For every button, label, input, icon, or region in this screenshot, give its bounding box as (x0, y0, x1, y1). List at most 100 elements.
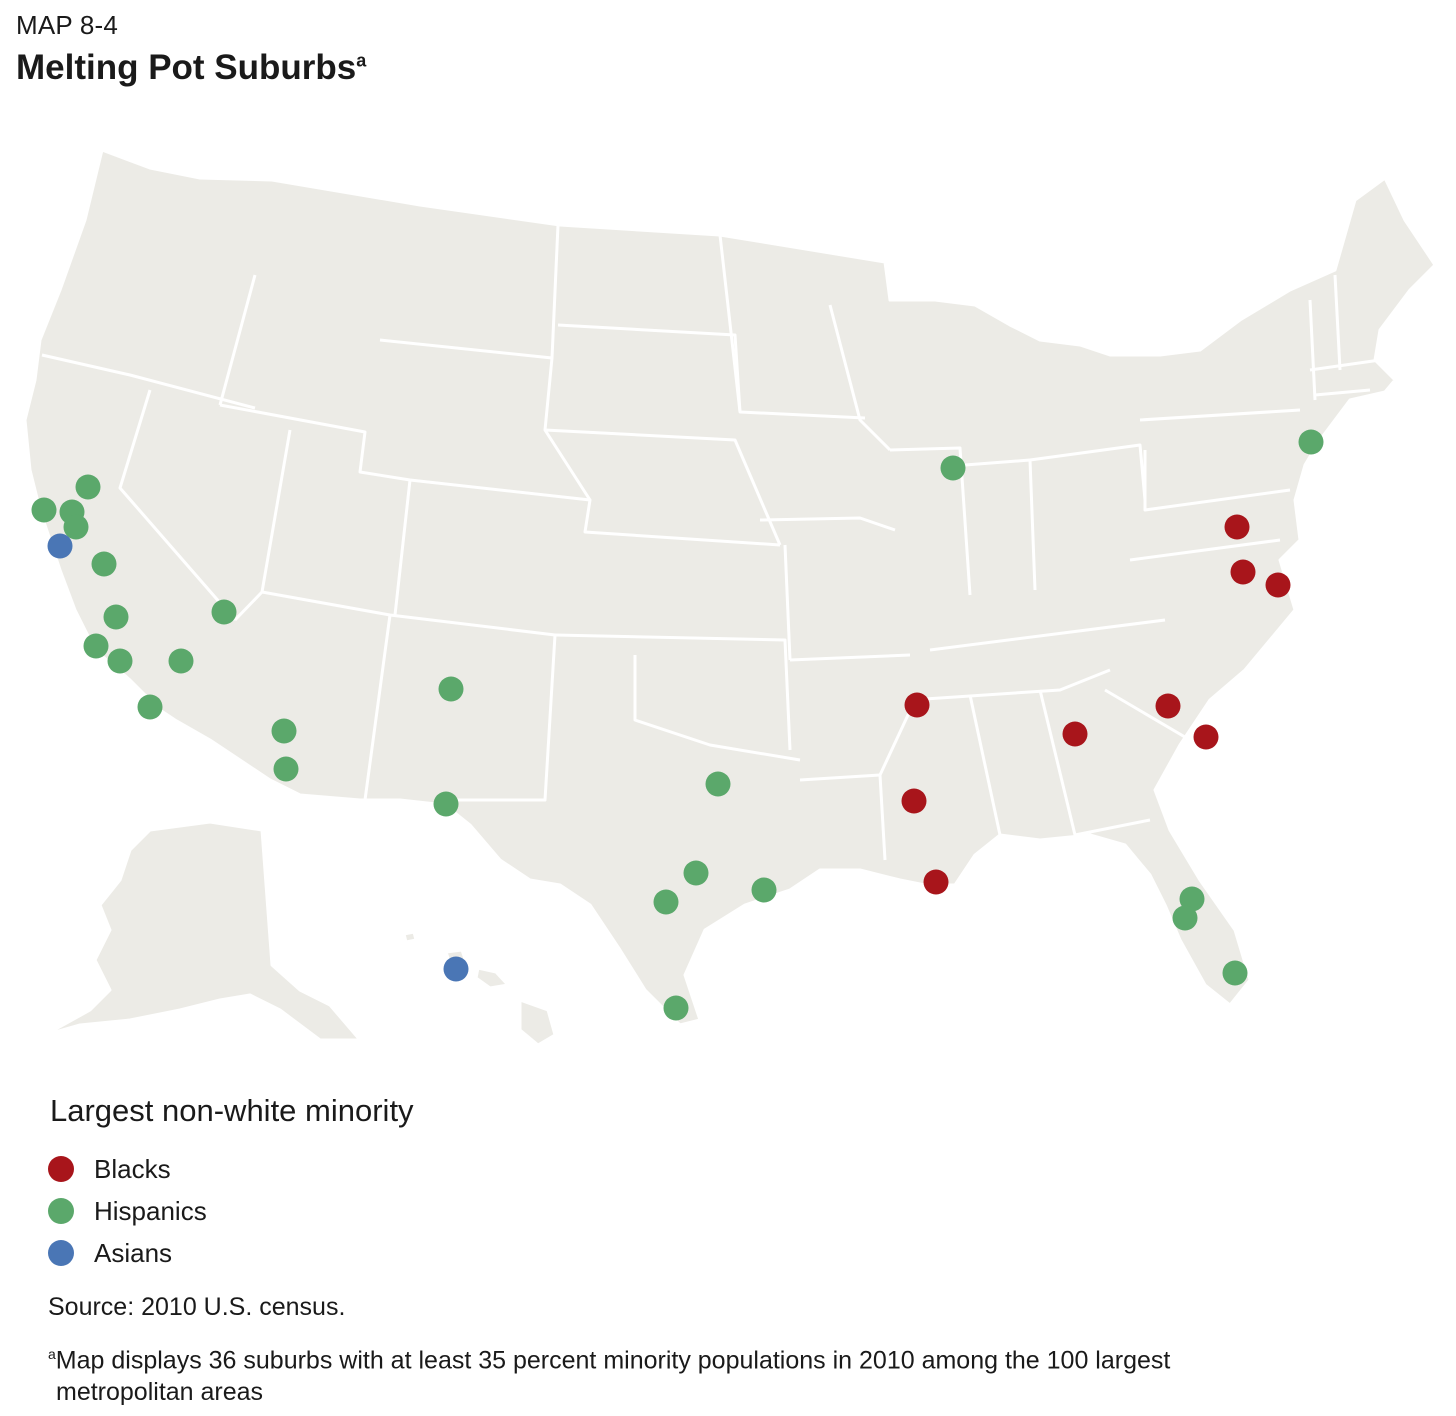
hawaii-big-island (518, 998, 557, 1047)
suburb-dot-blacks (904, 692, 930, 718)
hawaii-molokai-maui (474, 966, 510, 990)
border-line (1308, 299, 1317, 401)
border-line (759, 516, 896, 532)
legend-item-asians: Asians (48, 1232, 207, 1274)
suburb-dot-hispanics (271, 718, 297, 744)
footnote-line-2: metropolitan areas (56, 1378, 264, 1407)
border-line (219, 403, 411, 482)
suburb-dot-hispanics (1172, 905, 1198, 931)
border-line (409, 478, 781, 547)
border-line (41, 353, 256, 410)
border-line (379, 338, 592, 501)
border-line (550, 224, 560, 359)
border-line (363, 614, 392, 801)
suburb-dot-blacks (901, 788, 927, 814)
border-line (929, 618, 1166, 652)
footnote-mark: a (48, 1346, 56, 1362)
legend-swatch (48, 1240, 74, 1266)
legend-swatch (48, 1198, 74, 1224)
border-line (889, 446, 972, 596)
border-line (1038, 689, 1077, 836)
map-label: MAP 8-4 (16, 10, 119, 40)
legend-item-blacks: Blacks (48, 1148, 207, 1190)
land (23, 148, 1437, 1047)
suburb-dot-hispanics (683, 860, 709, 886)
suburb-dot-blacks (1224, 514, 1250, 540)
suburb-dot-blacks (1265, 572, 1291, 598)
map-title: Melting Pot Suburbsa (16, 48, 366, 88)
suburb-dot-hispanics (137, 694, 163, 720)
border-line (1129, 538, 1281, 562)
suburb-dot-hispanics (211, 599, 237, 625)
source-note: Source: 2010 U.S. census. (48, 1293, 346, 1321)
border-line (878, 699, 917, 861)
footnote-text-1: Map displays 36 suburbs with at least 35… (55, 1346, 1171, 1375)
legend: Blacks Hispanics Asians (48, 1148, 207, 1274)
suburb-dot-hispanics (438, 676, 464, 702)
suburb-dot-blacks (1193, 724, 1219, 750)
border-line (118, 389, 237, 621)
border-line (1314, 388, 1371, 397)
suburb-dot-hispanics (1179, 886, 1205, 912)
suburb-dot-hispanics (83, 633, 109, 659)
title-footnote-mark: a (356, 50, 367, 71)
suburb-dot-hispanics (63, 514, 89, 540)
legend-label: Asians (94, 1237, 173, 1268)
border-line (218, 274, 257, 406)
legend-title: Largest non-white minority (50, 1093, 414, 1128)
border-line (440, 634, 557, 802)
legend-item-hispanics: Hispanics (48, 1190, 207, 1232)
alaska (43, 820, 362, 1042)
suburb-dot-hispanics (705, 771, 731, 797)
suburb-dot-hispanics (940, 455, 966, 481)
suburb-dot-hispanics (1222, 960, 1248, 986)
border-line (1074, 818, 1151, 837)
border-line (554, 633, 792, 751)
border-line (799, 773, 881, 782)
suburb-dot-hispanics (433, 791, 459, 817)
border-line (1104, 688, 1191, 742)
suburb-dot-hispanics (107, 648, 133, 674)
contiguous-us-outline (23, 148, 1437, 1027)
legend-label: Hispanics (94, 1195, 207, 1226)
us-map (23, 148, 1437, 1047)
suburb-dot-hispanics (273, 756, 299, 782)
border-line (718, 234, 866, 420)
suburb-dot-hispanics (75, 474, 101, 500)
suburb-dot-blacks (1230, 559, 1256, 585)
map-title-text: Melting Pot Suburbs (16, 48, 357, 87)
suburb-dots (31, 429, 1324, 1021)
suburb-dot-hispanics (91, 551, 117, 577)
footnote-line-1: aMap displays 36 suburbs with at least 3… (48, 1338, 1428, 1376)
border-line (393, 479, 412, 616)
suburb-dot-asians (47, 533, 73, 559)
suburb-dot-blacks (923, 869, 949, 895)
border-line (789, 653, 911, 662)
suburb-dot-hispanics (751, 877, 777, 903)
border-line (1029, 443, 1147, 501)
border-line (968, 694, 1002, 836)
suburb-dot-hispanics (1298, 429, 1324, 455)
hawaii-kauai (402, 930, 418, 944)
suburb-dot-hispanics (31, 497, 57, 523)
border-line (828, 304, 892, 452)
suburb-dot-asians (443, 956, 469, 982)
border-line (544, 428, 782, 546)
suburb-dot-blacks (1155, 693, 1181, 719)
border-line (783, 544, 792, 661)
footnote: aMap displays 36 suburbs with at least 3… (48, 1338, 1428, 1408)
suburb-dot-blacks (1062, 721, 1088, 747)
border-line (909, 668, 1111, 702)
state-borders (41, 224, 1381, 861)
border-line (1333, 274, 1342, 371)
legend-swatch (48, 1156, 74, 1182)
suburb-dot-hispanics (653, 889, 679, 915)
border-line (1309, 358, 1381, 372)
border-line (633, 655, 801, 762)
legend-label: Blacks (94, 1153, 171, 1184)
border-line (1143, 450, 1291, 512)
suburb-dot-hispanics (103, 604, 129, 630)
border-line (1139, 408, 1301, 422)
suburb-dot-hispanics (168, 648, 194, 674)
suburb-dot-hispanics (663, 995, 689, 1021)
